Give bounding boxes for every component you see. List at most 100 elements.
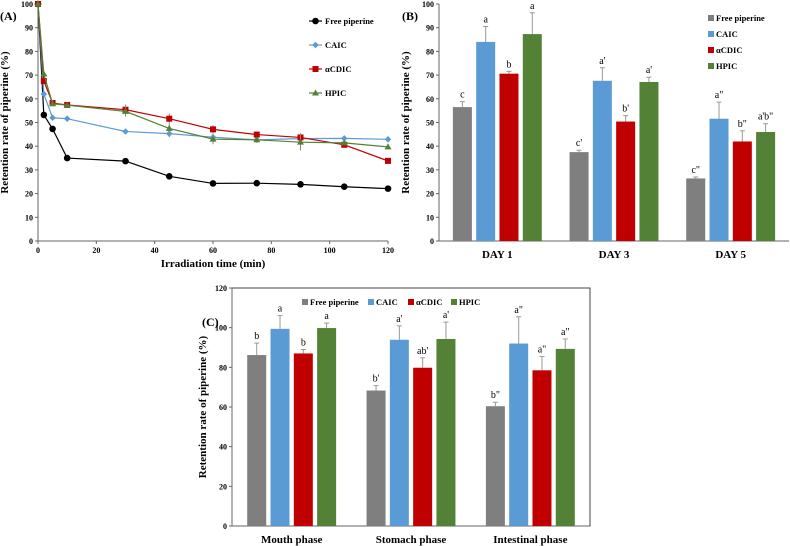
data-point: [63, 115, 71, 123]
data-point: [49, 114, 56, 122]
x-tick-label: 80: [267, 246, 275, 255]
data-point: [384, 143, 392, 150]
bar: [756, 131, 776, 241]
category-label: Mouth phase: [261, 534, 323, 546]
y-axis-label: Retention rate of piperine (%): [400, 51, 412, 194]
data-point: [122, 157, 129, 165]
data-point: [122, 128, 129, 135]
data-point: [340, 183, 348, 191]
category-label: Stomach phase: [376, 534, 447, 546]
bar: [270, 328, 290, 526]
legend-swatch: [408, 299, 414, 305]
bar: [317, 328, 337, 526]
data-point: [253, 179, 261, 187]
bar: [293, 353, 313, 526]
bar: [592, 80, 612, 242]
data-point: [253, 131, 260, 138]
bar: [485, 406, 505, 526]
data-point: [166, 115, 173, 122]
y-tick-label: 60: [219, 403, 227, 412]
legend-swatch: [708, 63, 714, 69]
bar: [452, 107, 472, 241]
legend-swatch: [451, 299, 457, 305]
legend-label: αCDIC: [716, 45, 742, 55]
y-tick-label: 10: [25, 213, 33, 222]
bar: [413, 367, 433, 526]
bar: [709, 118, 729, 241]
bar: [499, 73, 519, 241]
bar: [686, 178, 706, 241]
legend-label: CAIC: [376, 297, 398, 307]
data-point: [49, 125, 56, 133]
significance-label: a": [514, 305, 523, 316]
y-tick-label: 60: [25, 95, 33, 104]
legend-label: Free piperine: [310, 297, 359, 307]
bar: [247, 355, 267, 526]
y-tick-label: 40: [426, 142, 434, 151]
significance-label: a: [278, 304, 283, 315]
y-tick-label: 70: [25, 71, 33, 80]
bar: [616, 121, 636, 241]
y-tick-label: 100: [21, 0, 33, 9]
data-point: [34, 0, 42, 7]
data-point: [384, 136, 392, 143]
data-point: [63, 101, 71, 108]
data-point: [340, 139, 348, 146]
data-point: [385, 157, 391, 164]
legend-label: αCDIC: [325, 64, 351, 74]
y-tick-label: 100: [422, 0, 434, 9]
category-label: DAY 5: [715, 249, 746, 261]
significance-label: ab': [417, 346, 428, 357]
legend-label: Free piperine: [325, 16, 374, 26]
y-tick-label: 30: [426, 166, 434, 175]
y-tick-label: 50: [25, 119, 33, 128]
bar: [522, 34, 542, 241]
y-tick-label: 10: [426, 213, 434, 222]
x-tick-label: 40: [151, 246, 159, 255]
significance-label: b: [254, 331, 259, 342]
panel-label: (C): [202, 315, 219, 329]
y-tick-label: 40: [25, 142, 33, 151]
bar: [389, 339, 409, 526]
y-tick-label: 100: [215, 324, 227, 333]
data-point: [210, 126, 216, 133]
significance-label: a': [646, 65, 652, 76]
legend-label: Free piperine: [716, 13, 765, 23]
bar: [532, 370, 552, 526]
y-tick-label: 80: [25, 47, 33, 56]
bar: [555, 348, 575, 526]
y-tick-label: 0: [223, 522, 227, 531]
y-tick-label: 120: [215, 284, 227, 293]
significance-label: a': [599, 56, 605, 67]
legend-label: HPIC: [325, 88, 346, 98]
data-point: [63, 154, 71, 162]
y-tick-label: 90: [25, 24, 33, 33]
legend-swatch: [368, 299, 374, 305]
significance-label: a": [561, 327, 570, 338]
y-tick-label: 0: [29, 237, 33, 246]
y-tick-label: 60: [426, 95, 434, 104]
data-point: [297, 181, 304, 188]
significance-label: a'b": [758, 112, 773, 123]
y-tick-label: 80: [219, 363, 227, 372]
x-tick-label: 60: [209, 246, 217, 255]
significance-label: c': [576, 138, 582, 149]
y-axis-label: Retention rate of piperine (%): [0, 51, 11, 194]
data-point: [253, 136, 261, 143]
y-tick-label: 80: [426, 47, 434, 56]
x-tick-label: 0: [36, 246, 40, 255]
significance-label: a: [324, 311, 329, 322]
data-point: [165, 172, 173, 180]
y-tick-label: 90: [426, 24, 434, 33]
panel-label: (A): [0, 9, 17, 23]
data-point: [209, 180, 217, 187]
bar: [639, 81, 659, 242]
legend-marker: [312, 17, 319, 25]
y-tick-label: 20: [219, 482, 227, 491]
y-axis-label: Retention rate of piperine (%): [197, 335, 209, 478]
legend-marker: [312, 41, 319, 49]
significance-label: c": [691, 165, 700, 176]
x-tick-label: 20: [92, 246, 100, 255]
data-point: [122, 107, 129, 114]
y-tick-label: 70: [426, 71, 434, 80]
